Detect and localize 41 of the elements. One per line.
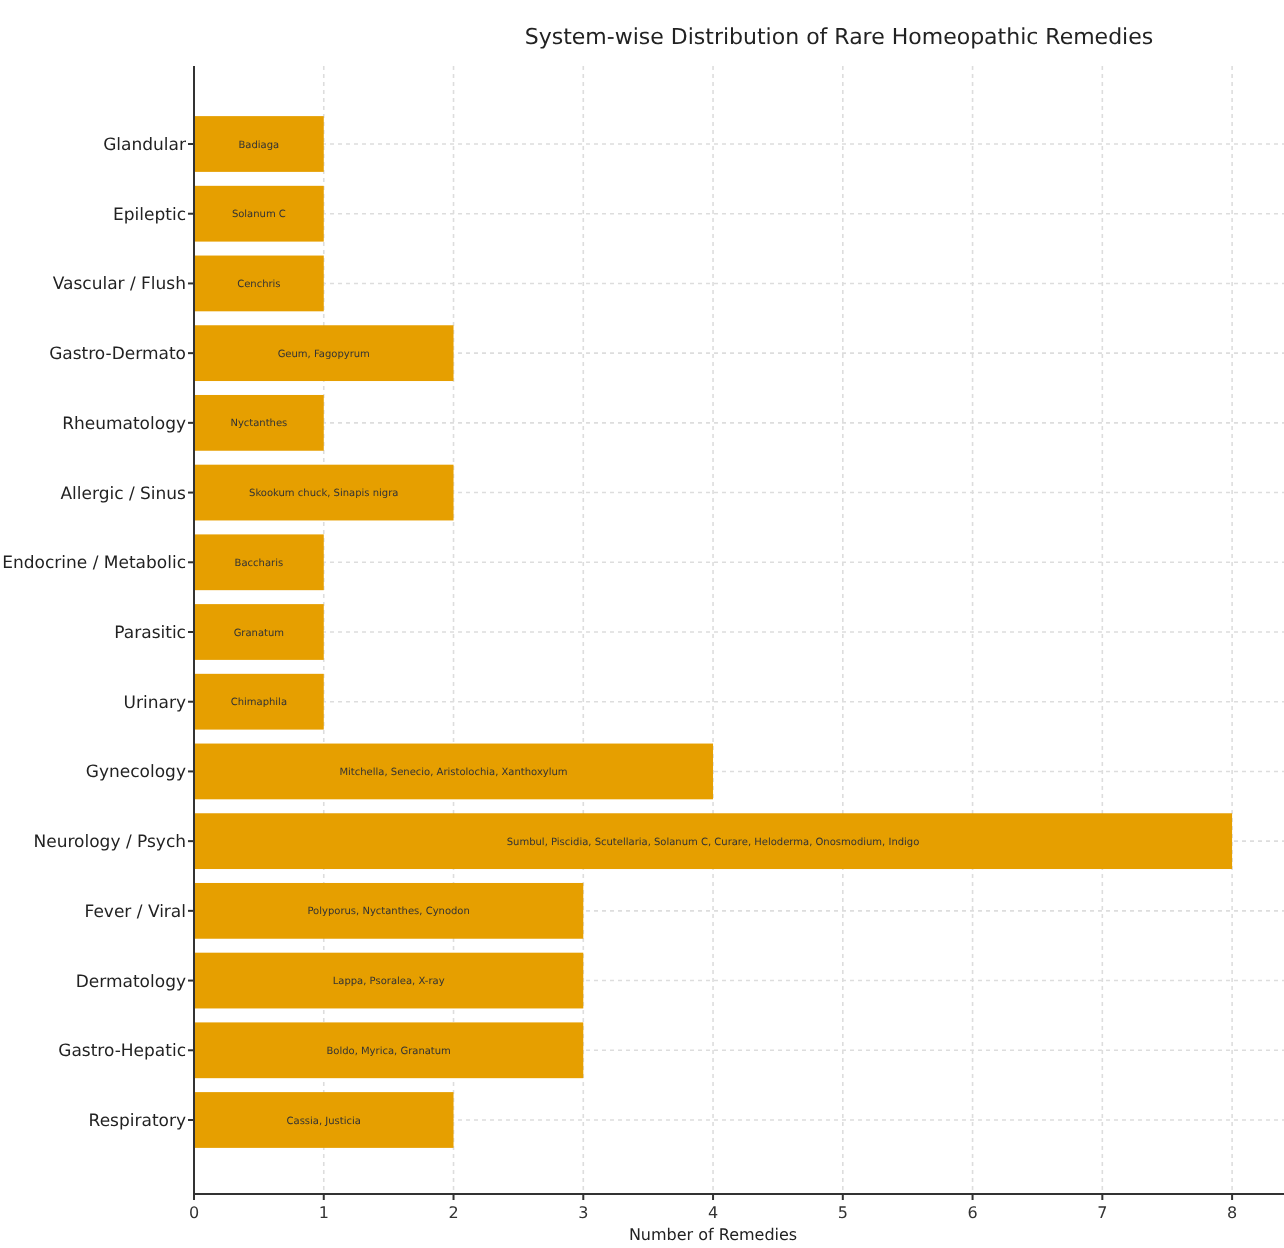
- x-tick-label: 8: [1227, 1204, 1238, 1222]
- y-tick-label: Parasitic: [114, 623, 187, 644]
- bar: [194, 534, 324, 591]
- bar: [194, 952, 584, 1009]
- bar: [194, 185, 324, 242]
- x-tick-label: 6: [967, 1204, 978, 1222]
- bar: [194, 255, 324, 312]
- bar: [194, 325, 454, 382]
- x-tick-label: 3: [578, 1204, 589, 1222]
- y-tick-label: Rheumatology: [62, 414, 186, 435]
- y-tick-label: Gastro-Hepatic: [58, 1042, 187, 1063]
- x-axis-title: Number of Remedies: [628, 1226, 798, 1244]
- y-tick-label: Urinary: [123, 693, 186, 714]
- x-tick-label: 5: [837, 1204, 848, 1222]
- x-tick-label: 0: [188, 1204, 200, 1222]
- x-tick-label: 7: [1097, 1204, 1108, 1222]
- y-tick-label: Vascular / Flush: [52, 275, 186, 296]
- chart-title: System-wise Distribution of Rare Homeopathic Remedies: [524, 24, 1154, 50]
- x-tick-label: 1: [318, 1204, 329, 1222]
- y-tick-label: Endocrine / Metabolic: [2, 554, 187, 575]
- y-tick-label: Glandular: [103, 135, 187, 156]
- y-tick-label: Epileptic: [113, 205, 187, 226]
- bar: [194, 813, 1233, 870]
- bar: [194, 882, 584, 939]
- x-tick-label: 4: [707, 1204, 719, 1222]
- y-tick-label: Allergic / Sinus: [60, 484, 188, 505]
- y-tick-label: Gastro-Dermato: [49, 345, 186, 366]
- bar: [194, 604, 324, 660]
- bar: [194, 673, 324, 730]
- y-tick-label: Fever / Viral: [84, 902, 186, 923]
- x-tick-label: 2: [448, 1204, 459, 1222]
- bar: [194, 1022, 584, 1079]
- bar: [194, 116, 324, 172]
- bar: [194, 1092, 454, 1148]
- bar: [194, 464, 454, 521]
- y-tick-label: Neurology / Psych: [33, 833, 186, 854]
- y-tick-label: Gynecology: [85, 763, 186, 784]
- y-tick-label: Dermatology: [75, 972, 186, 993]
- bar: [194, 394, 324, 451]
- y-tick-label: Respiratory: [88, 1111, 186, 1132]
- bar: [194, 743, 714, 800]
